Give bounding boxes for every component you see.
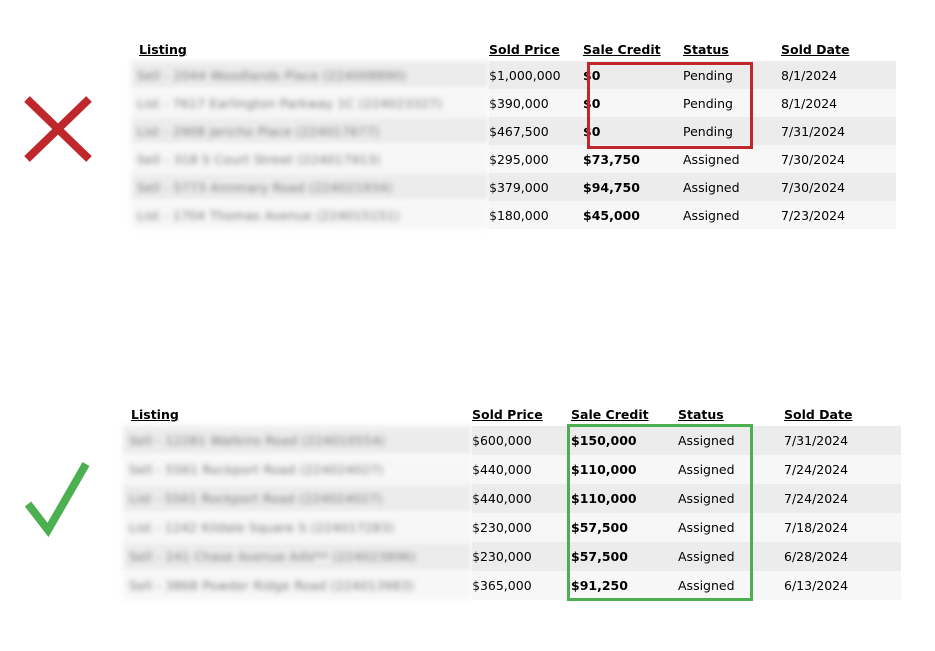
table-row: List - 1704 Thomas Avenue (224015151) $1… [131,201,896,229]
listing-column-header[interactable]: Listing [123,398,472,426]
sold-date-cell: 6/13/2024 [784,571,901,600]
status-column-header[interactable]: Status [683,33,781,61]
sold-price-cell: $1,000,000 [489,61,583,89]
sold-date-cell: 6/28/2024 [784,542,901,571]
sold-price-cell: $379,000 [489,173,583,201]
status-cell: Assigned [678,542,784,571]
sale-credit-cell: $110,000 [571,455,678,484]
sold-price-cell: $440,000 [472,455,571,484]
status-cell: Assigned [683,145,781,173]
table-row: List - 1242 Kildale Square S (224017283)… [123,513,901,542]
listing-cell[interactable]: Sell - 318 S Court Street (224017913) [131,145,489,173]
pending-highlight-box [587,62,753,149]
sold-price-cell: $600,000 [472,426,571,455]
sold-date-cell: 7/30/2024 [781,145,896,173]
sold-date-column-header[interactable]: Sold Date [781,33,896,61]
sold-date-cell: 7/30/2024 [781,173,896,201]
table-row: List - 5561 Rockport Road (224024027) $4… [123,484,901,513]
sold-date-column-header[interactable]: Sold Date [784,398,901,426]
sold-price-cell: $365,000 [472,571,571,600]
sale-credit-cell: $73,750 [583,145,683,173]
sale-credit-cell: $0 [583,89,683,117]
table-row: Sell - 2044 Woodlands Place (224008890) … [131,61,896,89]
sold-price-cell: $467,500 [489,117,583,145]
sale-credit-cell: $94,750 [583,173,683,201]
table-row: Sell - 12281 Watkins Road (224010554) $6… [123,426,901,455]
table-row: Sell - 5773 Annmary Road (224021934) $37… [131,173,896,201]
table-header-row: Listing Sold Price Sale Credit Status So… [131,33,896,61]
sold-price-column-header[interactable]: Sold Price [489,33,583,61]
status-cell: Assigned [683,173,781,201]
listing-cell[interactable]: Sell - 5773 Annmary Road (224021934) [131,173,489,201]
listing-cell[interactable]: List - 2908 Jericho Place (224017677) [131,117,489,145]
sale-credit-cell: $57,500 [571,542,678,571]
listing-cell[interactable]: List - 7617 Earlington Parkway 1C (22402… [131,89,489,117]
table-row: Sell - 318 S Court Street (224017913) $2… [131,145,896,173]
status-cell: Assigned [678,455,784,484]
listing-cell[interactable]: Sell - 12281 Watkins Road (224010554) [123,426,472,455]
listing-cell[interactable]: Sell - 241 Chase Avenue AAV** (224023896… [123,542,472,571]
sold-price-cell: $440,000 [472,484,571,513]
status-cell: Pending [683,117,781,145]
sale-credit-column-header[interactable]: Sale Credit [583,33,683,61]
sale-credit-cell: $45,000 [583,201,683,229]
sold-price-cell: $295,000 [489,145,583,173]
assigned-credits-table: Listing Sold Price Sale Credit Status So… [123,398,901,600]
sold-price-cell: $230,000 [472,542,571,571]
sold-date-cell: 7/18/2024 [784,513,901,542]
x-icon [24,96,92,162]
sale-credit-cell: $57,500 [571,513,678,542]
table-row: Sell - 3868 Powder Ridge Road (224013983… [123,571,901,600]
pending-credits-table: Listing Sold Price Sale Credit Status So… [131,33,896,229]
table-row: Sell - 5561 Rockport Road (224024027) $4… [123,455,901,484]
listing-cell[interactable]: List - 1704 Thomas Avenue (224015151) [131,201,489,229]
sold-date-cell: 7/24/2024 [784,484,901,513]
sold-date-cell: 8/1/2024 [781,89,896,117]
status-cell: Assigned [678,426,784,455]
listing-cell[interactable]: List - 5561 Rockport Road (224024027) [123,484,472,513]
table-row: List - 7617 Earlington Parkway 1C (22402… [131,89,896,117]
table-row: List - 2908 Jericho Place (224017677) $4… [131,117,896,145]
sold-price-column-header[interactable]: Sold Price [472,398,571,426]
sold-price-cell: $230,000 [472,513,571,542]
checkmark-icon [24,462,90,538]
status-cell: Assigned [678,513,784,542]
sale-credit-cell: $150,000 [571,426,678,455]
sale-credit-cell: $110,000 [571,484,678,513]
listing-cell[interactable]: Sell - 5561 Rockport Road (224024027) [123,455,472,484]
status-cell: Assigned [678,484,784,513]
sale-credit-column-header[interactable]: Sale Credit [571,398,678,426]
sold-date-cell: 7/31/2024 [784,426,901,455]
assigned-highlight-box [567,424,753,601]
sold-date-cell: 7/31/2024 [781,117,896,145]
table-header-row: Listing Sold Price Sale Credit Status So… [123,398,901,426]
status-column-header[interactable]: Status [678,398,784,426]
listing-column-header[interactable]: Listing [131,33,489,61]
sold-price-cell: $390,000 [489,89,583,117]
sale-credit-cell: $91,250 [571,571,678,600]
status-cell: Assigned [683,201,781,229]
sold-date-cell: 7/23/2024 [781,201,896,229]
sold-price-cell: $180,000 [489,201,583,229]
listing-cell[interactable]: List - 1242 Kildale Square S (224017283) [123,513,472,542]
sold-date-cell: 7/24/2024 [784,455,901,484]
listing-cell[interactable]: Sell - 2044 Woodlands Place (224008890) [131,61,489,89]
listing-cell[interactable]: Sell - 3868 Powder Ridge Road (224013983… [123,571,472,600]
status-cell: Pending [683,61,781,89]
table-row: Sell - 241 Chase Avenue AAV** (224023896… [123,542,901,571]
status-cell: Assigned [678,571,784,600]
sold-date-cell: 8/1/2024 [781,61,896,89]
status-cell: Pending [683,89,781,117]
